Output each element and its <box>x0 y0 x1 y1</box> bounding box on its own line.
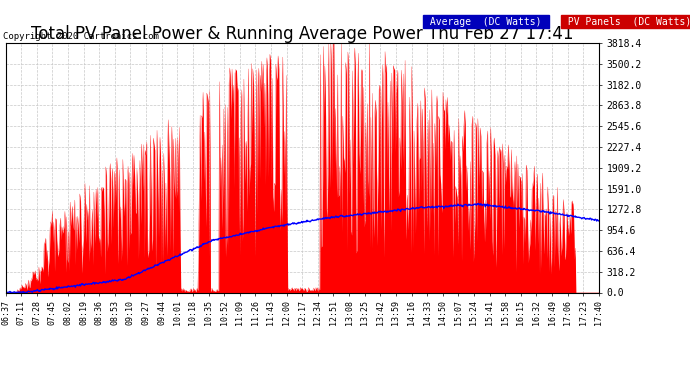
Text: PV Panels  (DC Watts): PV Panels (DC Watts) <box>562 17 690 27</box>
Title: Total PV Panel Power & Running Average Power Thu Feb 27 17:41: Total PV Panel Power & Running Average P… <box>31 25 573 43</box>
Text: Average  (DC Watts): Average (DC Watts) <box>424 17 548 27</box>
Text: Copyright 2020 Cartronics.com: Copyright 2020 Cartronics.com <box>3 32 159 41</box>
